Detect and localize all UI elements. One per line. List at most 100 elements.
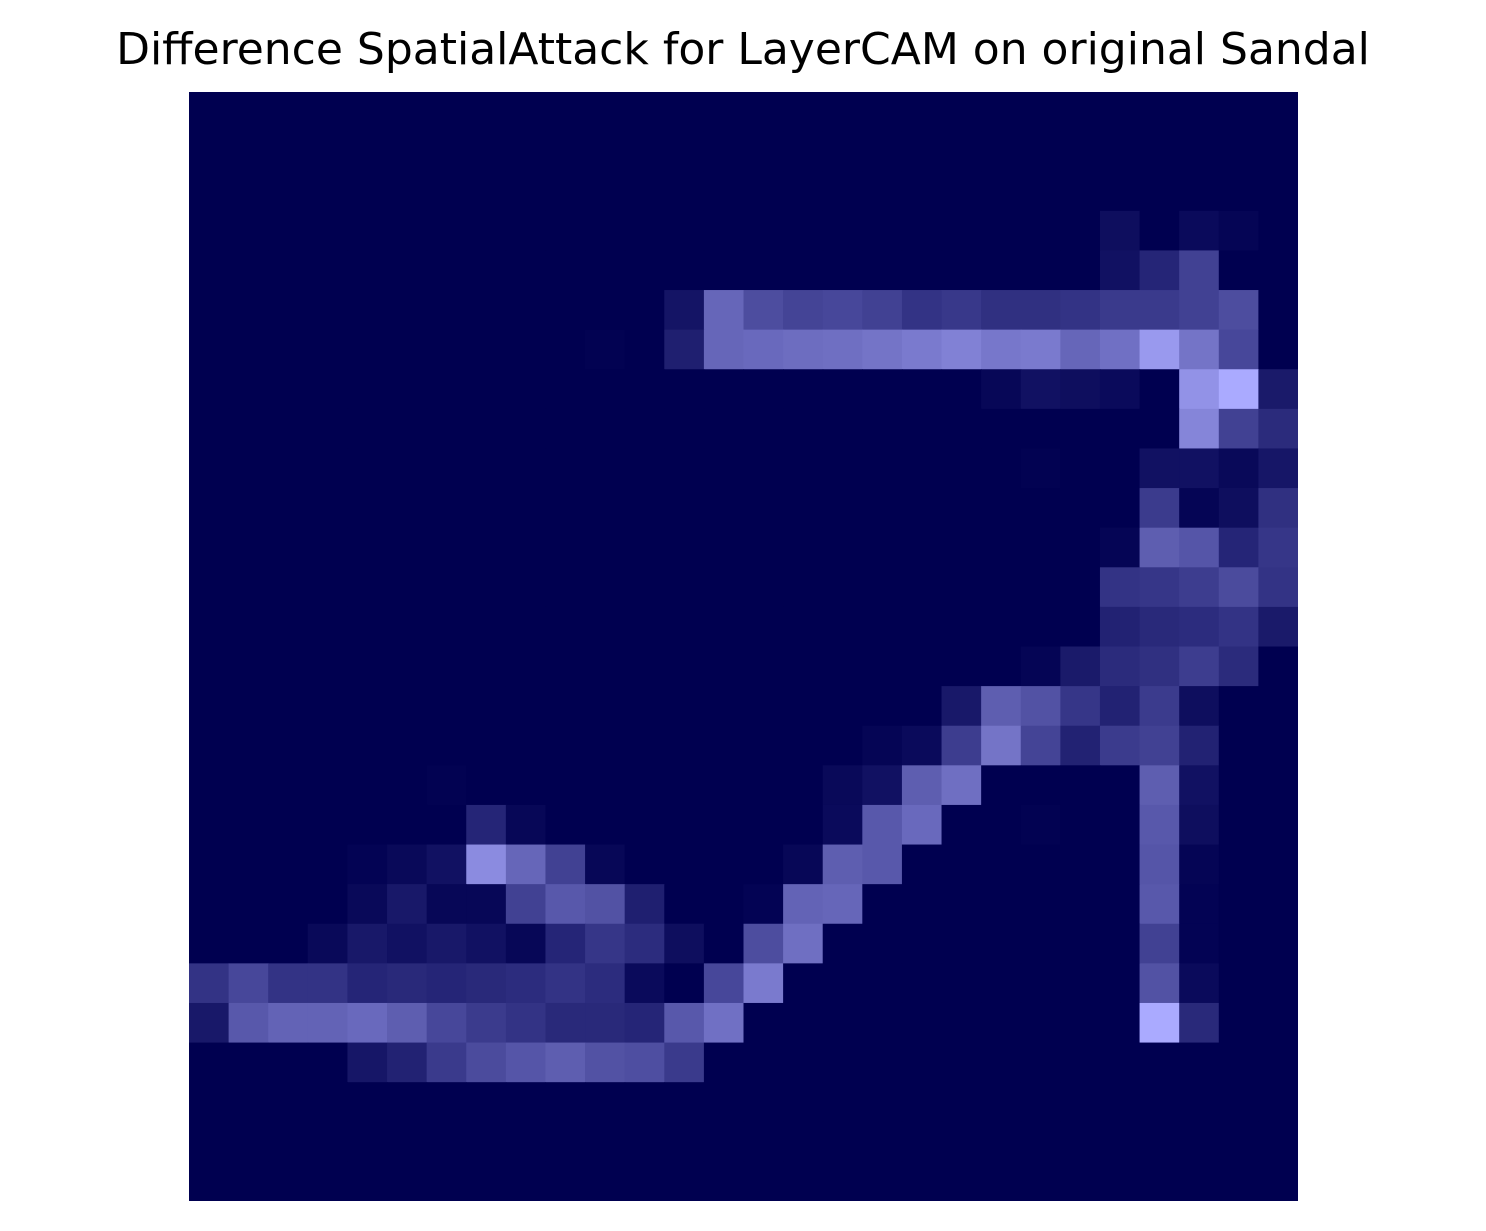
heatmap-cell [347, 290, 388, 331]
heatmap-cell [941, 923, 982, 964]
heatmap-cell [1060, 923, 1101, 964]
heatmap-cell [901, 963, 943, 1004]
heatmap-cell [426, 765, 467, 806]
heatmap-cell [1179, 1042, 1220, 1083]
heatmap-cell [703, 963, 745, 1004]
heatmap-cell [585, 1082, 626, 1123]
heatmap-cell [545, 171, 586, 212]
heatmap-cell [189, 725, 230, 766]
heatmap-cell [624, 1161, 665, 1201]
heatmap-cell [268, 606, 309, 648]
heatmap-cell [1060, 1082, 1101, 1123]
heatmap-cell [307, 884, 349, 925]
heatmap-cell [862, 131, 903, 172]
heatmap-cell [387, 369, 428, 410]
heatmap-cell [189, 92, 230, 133]
heatmap-cell [703, 923, 745, 964]
heatmap-cell [783, 290, 824, 331]
heatmap-cell [505, 210, 547, 252]
heatmap-cell [1258, 686, 1298, 727]
heatmap-cell [387, 844, 428, 885]
heatmap-cell [268, 686, 309, 727]
heatmap-cell [1099, 606, 1141, 648]
heatmap-cell [347, 1002, 388, 1044]
heatmap-cell [783, 1121, 824, 1162]
heatmap-cell [664, 646, 705, 687]
heatmap-cell [387, 1082, 428, 1123]
heatmap-cell [783, 567, 824, 608]
heatmap-cell [347, 369, 388, 410]
heatmap-cell [1218, 527, 1259, 568]
heatmap-cell [1139, 488, 1180, 529]
heatmap-cell [703, 369, 745, 410]
heatmap-cell [1020, 804, 1061, 846]
heatmap-cell [703, 884, 745, 925]
heatmap-cell [1218, 329, 1259, 370]
heatmap-cell [624, 884, 665, 925]
heatmap-cell [783, 686, 824, 727]
heatmap-cell [307, 171, 349, 212]
heatmap-cell [189, 884, 230, 925]
heatmap-cell [1020, 844, 1061, 885]
heatmap-cell [585, 92, 626, 133]
heatmap-cell [1218, 1042, 1259, 1083]
heatmap-cell [1099, 1161, 1141, 1201]
heatmap-cell [1099, 448, 1141, 489]
heatmap-cell [862, 1002, 903, 1044]
heatmap-cell [822, 844, 863, 885]
heatmap-cell [1060, 250, 1101, 291]
heatmap-cell [545, 686, 586, 727]
heatmap-cell [387, 408, 428, 450]
heatmap-cell [466, 1002, 507, 1044]
heatmap-cell [347, 1082, 388, 1123]
heatmap-cell [1139, 171, 1180, 212]
heatmap-cell [862, 290, 903, 331]
heatmap-cell [1139, 567, 1180, 608]
heatmap-cell [466, 1161, 507, 1201]
heatmap-cell [545, 290, 586, 331]
heatmap-cell [1139, 686, 1180, 727]
heatmap-cell [189, 686, 230, 727]
heatmap-cell [387, 646, 428, 687]
heatmap-cell [347, 646, 388, 687]
heatmap-cell [901, 250, 943, 291]
heatmap-cell [901, 844, 943, 885]
heatmap-cell [703, 844, 745, 885]
heatmap-cell [862, 963, 903, 1004]
heatmap-cell [189, 567, 230, 608]
heatmap-cell [743, 210, 784, 252]
heatmap-cell [466, 844, 507, 885]
heatmap-cell [545, 488, 586, 529]
heatmap-cell [387, 527, 428, 568]
heatmap-cell [1020, 250, 1061, 291]
heatmap-cell [505, 1082, 547, 1123]
chart-title: Difference SpatialAttack for LayerCAM on… [116, 24, 1370, 75]
heatmap-cell [664, 488, 705, 529]
heatmap-cell [505, 725, 547, 766]
heatmap-cell [624, 606, 665, 648]
heatmap-cell [189, 1121, 230, 1162]
heatmap-cell [545, 369, 586, 410]
heatmap-cell [624, 1082, 665, 1123]
heatmap-cell [822, 250, 863, 291]
heatmap-cell [347, 725, 388, 766]
heatmap-cell [1258, 963, 1298, 1004]
heatmap-cell [347, 963, 388, 1004]
heatmap-cell [1218, 369, 1259, 410]
heatmap-cell [901, 884, 943, 925]
heatmap-cell [347, 527, 388, 568]
heatmap-cell [783, 1082, 824, 1123]
heatmap-cell [862, 765, 903, 806]
heatmap-cell [981, 527, 1022, 568]
heatmap-cell [268, 963, 309, 1004]
heatmap-cell [307, 448, 349, 489]
heatmap-cell [743, 131, 784, 172]
heatmap-cell [981, 92, 1022, 133]
heatmap-cell [505, 408, 547, 450]
heatmap-cell [624, 290, 665, 331]
heatmap-cell [228, 1002, 269, 1044]
heatmap-cell [466, 606, 507, 648]
heatmap-cell [664, 1002, 705, 1044]
heatmap-cell [1099, 488, 1141, 529]
heatmap-cell [783, 210, 824, 252]
